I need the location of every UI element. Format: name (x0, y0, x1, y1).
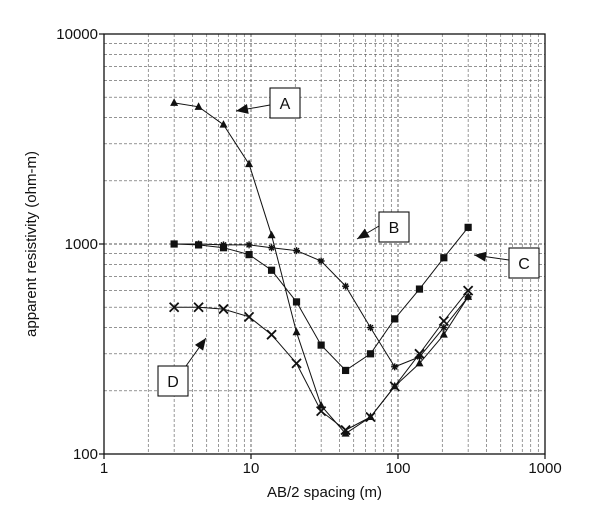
x-axis-title: AB/2 spacing (m) (267, 484, 382, 501)
series-d-point (169, 302, 180, 313)
series-c-point (267, 266, 276, 274)
series-c-point (366, 350, 375, 358)
series-line-a (174, 102, 469, 435)
series-d-point (340, 424, 351, 436)
series-b-point (415, 353, 423, 361)
series-b-point (440, 324, 448, 332)
x-tick-label: 1 (100, 460, 108, 477)
axis-ticks: 1 10 100 1000 100 1000 10000 (56, 26, 561, 477)
series-c-point (464, 223, 472, 231)
series-a-point (415, 358, 424, 367)
callout-d: D (157, 337, 207, 397)
series-a-point (341, 429, 350, 437)
series-d-point (463, 285, 474, 296)
series-c-point (317, 341, 325, 349)
series-a-point (170, 98, 179, 106)
series-c-point (245, 251, 253, 259)
series-c-point (391, 315, 399, 323)
callout-box (269, 87, 301, 119)
callout-arrowhead (194, 338, 206, 351)
callout-arrowhead (474, 251, 487, 262)
series-d-point (365, 411, 376, 423)
series-d-point (193, 302, 204, 313)
callout-box (378, 211, 410, 243)
series-d (169, 285, 474, 436)
series-d-point (316, 405, 327, 417)
series-d-point (266, 329, 277, 340)
series-a-point (194, 102, 203, 110)
x-tick-label: 10 (243, 460, 260, 477)
series-c-point (219, 244, 228, 252)
x-tick-label: 100 (385, 460, 410, 477)
series-b-point (317, 257, 325, 265)
series-b-point (391, 363, 399, 371)
series-c-point (440, 254, 448, 262)
series-c-point (170, 240, 178, 248)
series-b-point (245, 241, 253, 249)
series-a-point (245, 159, 254, 168)
series-b-point (464, 293, 472, 301)
callout-layer: A B C D (157, 87, 540, 397)
series-d-point (389, 381, 400, 392)
y-tick-label: 100 (73, 446, 98, 463)
series-a-point (267, 230, 276, 239)
series-c-point (341, 366, 350, 375)
callout-a: A (235, 87, 301, 119)
series-d-point (291, 358, 302, 369)
series-a-point (219, 120, 228, 128)
series-a-point (292, 327, 301, 336)
callout-c: C (473, 247, 540, 279)
series-b-point (268, 244, 276, 252)
series-c-point (292, 298, 301, 306)
series-b-point (342, 282, 350, 290)
series-d-point (218, 303, 229, 315)
callout-box (157, 365, 189, 397)
series-c-point (194, 241, 203, 249)
series-d-point (438, 315, 449, 327)
y-tick-label: 1000 (65, 236, 98, 253)
series-d-point (243, 311, 255, 322)
callout-b: B (356, 211, 410, 243)
callout-label: D (167, 374, 179, 391)
series-a-point (439, 330, 448, 338)
series-b-point (366, 324, 374, 332)
callout-label: C (518, 256, 530, 273)
callout-arrowhead (357, 228, 370, 239)
series-b-point (293, 247, 301, 255)
series-d-point (414, 348, 425, 359)
y-axis-title: apparent resistivity (ohm-m) (23, 151, 40, 337)
grid-lines (104, 34, 545, 454)
callout-label: B (389, 220, 400, 237)
callout-label: A (280, 96, 291, 113)
callout-box (508, 247, 540, 279)
x-tick-label: 1000 (528, 460, 561, 477)
series-c-point (415, 285, 424, 293)
series-layer (169, 98, 474, 437)
series-c (170, 223, 472, 375)
callout-arrowhead (236, 103, 249, 114)
series-line-c (174, 227, 469, 372)
y-tick-label: 10000 (56, 26, 98, 43)
